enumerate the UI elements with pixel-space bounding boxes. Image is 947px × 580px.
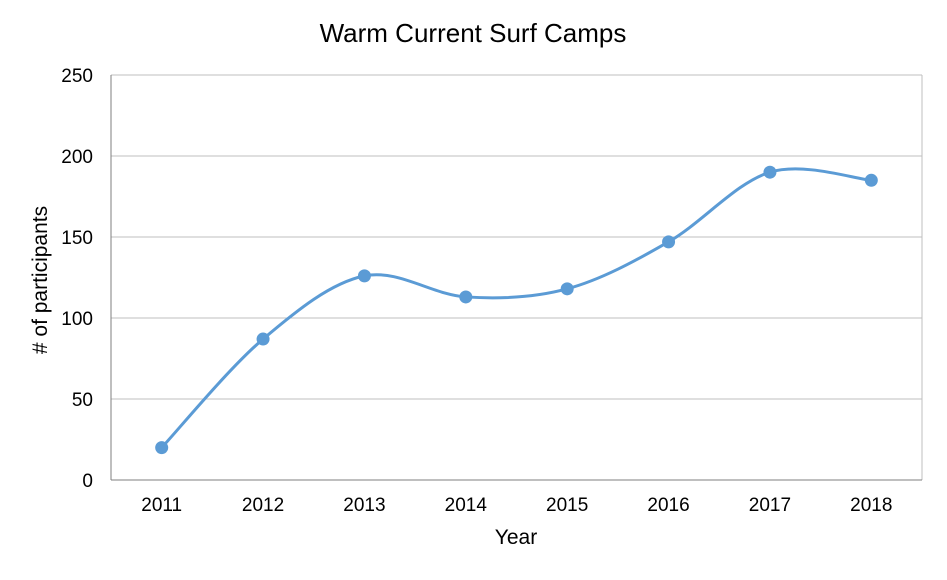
y-tick-label: 50 xyxy=(72,390,93,411)
y-axis-label: # of participants xyxy=(29,206,52,354)
data-point xyxy=(560,282,574,296)
x-tick-label: 2011 xyxy=(141,495,182,516)
series-line xyxy=(160,167,872,449)
data-point xyxy=(864,173,878,187)
x-tick-label: 2015 xyxy=(546,495,588,516)
data-point xyxy=(662,235,676,249)
y-tick-label: 100 xyxy=(61,309,93,330)
x-tick-label: 2016 xyxy=(647,495,689,516)
y-tick-label: 200 xyxy=(61,147,93,168)
chart-title: Warm Current Surf Camps xyxy=(320,18,627,48)
x-axis-label: Year xyxy=(495,526,537,549)
data-point xyxy=(155,441,169,455)
data-point xyxy=(459,290,473,304)
y-tick-label: 0 xyxy=(82,471,93,492)
axes xyxy=(110,75,923,481)
y-tick-label: 250 xyxy=(61,66,93,87)
y-tick-label: 150 xyxy=(61,228,93,249)
data-point xyxy=(763,165,777,179)
x-tick-label: 2012 xyxy=(242,495,284,516)
data-points xyxy=(155,165,878,455)
x-tick-label: 2014 xyxy=(445,495,488,516)
gridlines xyxy=(111,74,922,400)
x-tick-label: 2017 xyxy=(749,495,791,516)
data-point xyxy=(357,269,371,283)
x-tick-label: 2018 xyxy=(850,495,892,516)
x-tick-labels: 2011 2012 2013 2014 2015 2016 2017 2018 xyxy=(141,495,892,516)
y-tick-labels: 0 50 100 150 200 250 xyxy=(61,66,93,492)
data-point xyxy=(256,332,270,346)
x-tick-label: 2013 xyxy=(343,495,385,516)
